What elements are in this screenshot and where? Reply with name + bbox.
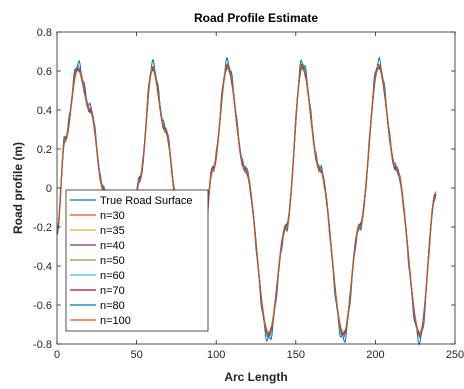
legend-label: n=100 <box>100 315 131 327</box>
y-tick-label: -0.2 <box>33 222 52 234</box>
chart-title: Road Profile Estimate <box>194 11 318 25</box>
legend-label: n=80 <box>100 300 125 312</box>
legend-label: n=50 <box>100 255 125 267</box>
y-axis-label: Road profile (m) <box>11 142 25 234</box>
legend-label: n=40 <box>100 240 125 252</box>
legend-label: n=35 <box>100 225 125 237</box>
y-tick-label: -0.8 <box>33 339 52 351</box>
x-tick-label: 150 <box>287 349 305 361</box>
legend-label: n=70 <box>100 285 125 297</box>
legend-label: n=60 <box>100 270 125 282</box>
y-tick-label: 0.4 <box>37 105 52 117</box>
x-tick-label: 50 <box>130 349 142 361</box>
legend-label: n=30 <box>100 210 125 222</box>
y-axis-ticks: -0.8 -0.6 -0.4 -0.2 0 0.2 0.4 0.6 0.8 <box>33 27 455 351</box>
y-tick-label: -0.4 <box>33 261 52 273</box>
x-tick-label: 0 <box>54 349 60 361</box>
y-tick-label: -0.6 <box>33 300 52 312</box>
x-axis-label: Arc Length <box>224 370 287 384</box>
y-tick-label: 0.2 <box>37 144 52 156</box>
x-axis-ticks: 0 50 100 150 200 250 <box>54 32 464 361</box>
y-tick-label: 0 <box>46 183 52 195</box>
legend-label: True Road Surface <box>100 195 193 207</box>
x-tick-label: 200 <box>366 349 384 361</box>
x-tick-label: 250 <box>446 349 464 361</box>
y-tick-label: 0.8 <box>37 27 52 39</box>
x-tick-label: 100 <box>207 349 225 361</box>
y-tick-label: 0.6 <box>37 66 52 78</box>
legend: True Road Surface n=30 n=35 n=40 n=50 n=60 n=7… <box>65 189 209 332</box>
